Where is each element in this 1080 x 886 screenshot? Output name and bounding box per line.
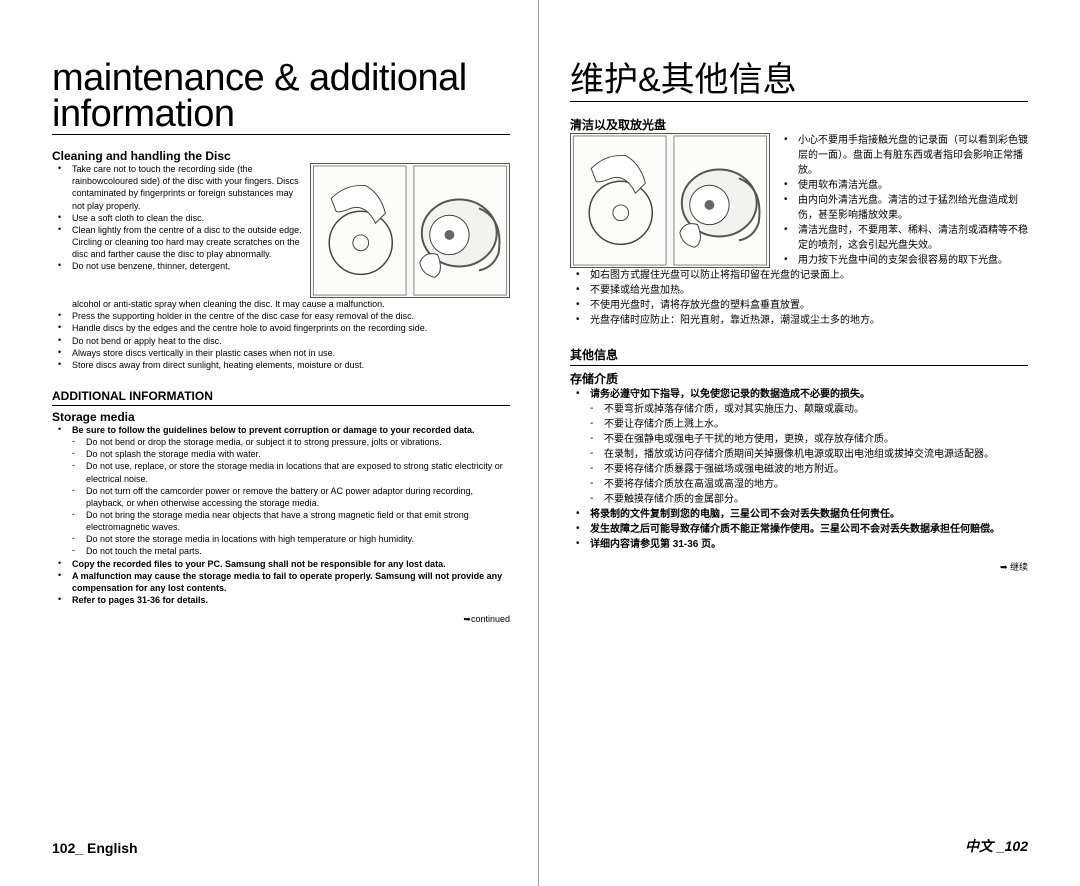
list-item: 如右图方式握住光盘可以防止将指印留在光盘的记录面上。 xyxy=(582,268,1028,283)
list-item: Do not touch the metal parts. xyxy=(78,545,510,557)
storage-list-en: Be sure to follow the guidelines below t… xyxy=(52,424,510,606)
additional-heading-en: ADDITIONAL INFORMATION xyxy=(52,389,510,406)
list-item: 不要揉或给光盘加热。 xyxy=(582,283,1028,298)
footer-en: 102_ English xyxy=(52,820,510,856)
list-item: 详细内容请参见第 31-36 页。 xyxy=(582,537,1028,552)
list-item: 不要弯折或掉落存储介质，或对其实施压力、颠簸或震动。 xyxy=(596,402,1028,417)
continued-zh: ➥ 继续 xyxy=(570,560,1028,573)
disc-illustration-zh xyxy=(570,133,770,268)
left-column: maintenance & additional information Cle… xyxy=(52,60,540,856)
list-item: Take care not to touch the recording sid… xyxy=(64,163,302,212)
list-item: 不要将存储介质暴露于强磁场或强电磁波的地方附近。 xyxy=(596,462,1028,477)
list-item: 光盘存储时应防止：阳光直射，靠近热源，潮湿或尘土多的地方。 xyxy=(582,313,1028,328)
page-title-en: maintenance & additional information xyxy=(52,60,510,135)
cleaning-heading-en: Cleaning and handling the Disc xyxy=(52,149,510,163)
cleaning-text-en: Take care not to touch the recording sid… xyxy=(52,163,302,298)
disc-illustration xyxy=(310,163,510,298)
list-item: 清洁光盘时，不要用苯、稀料、清洁剂或酒精等不稳定的喷剂，这会引起光盘失效。 xyxy=(790,223,1028,253)
continued-en: ➥continued xyxy=(52,614,510,625)
list-item: Do not bring the storage media near obje… xyxy=(78,509,510,533)
storage-list-zh: 请务必遵守如下指导，以免使您记录的数据造成不必要的损失。不要弯折或掉落存储介质，… xyxy=(570,387,1028,552)
page-title-zh: 维护&其他信息 xyxy=(570,60,1028,102)
list-item: 在录制，播放或访问存储介质期间关掉摄像机电源或取出电池组或拔掉交流电源适配器。 xyxy=(596,447,1028,462)
list-item: Do not use, replace, or store the storag… xyxy=(78,460,510,484)
cleaning-row-en: Take care not to touch the recording sid… xyxy=(52,163,510,298)
list-item: Use a soft cloth to clean the disc. xyxy=(64,212,302,224)
storage-heading-en: Storage media xyxy=(52,410,510,424)
list-item: Handle discs by the edges and the centre… xyxy=(64,322,510,334)
list-item: Do not bend or drop the storage media, o… xyxy=(78,436,510,448)
list-item: A malfunction may cause the storage medi… xyxy=(64,570,510,594)
list-item: Do not use benzene, thinner, detergent, xyxy=(64,260,302,272)
center-divider xyxy=(538,0,539,886)
list-item: 不要触摸存储介质的金属部分。 xyxy=(596,492,1028,507)
list-item: 请务必遵守如下指导，以免使您记录的数据造成不必要的损失。 xyxy=(582,387,1028,402)
list-item: Clean lightly from the centre of a disc … xyxy=(64,224,302,260)
cleaning-heading-zh: 清洁以及取放光盘 xyxy=(570,116,1028,133)
cleaning-text-zh: 小心不要用手指接触光盘的记录面（可以看到彩色镀层的一面）。盘面上有脏东西或者指印… xyxy=(778,133,1028,268)
list-item: 使用软布清洁光盘。 xyxy=(790,178,1028,193)
list-item: Do not bend or apply heat to the disc. xyxy=(64,335,510,347)
additional-heading-zh: 其他信息 xyxy=(570,346,1028,366)
cleaning-text-full-en: alcohol or anti-static spray when cleani… xyxy=(52,298,510,371)
list-item: Do not turn off the camcorder power or r… xyxy=(78,485,510,509)
list-item: alcohol or anti-static spray when cleani… xyxy=(64,298,510,310)
list-item: Always store discs vertically in their p… xyxy=(64,347,510,359)
cleaning-row-zh: 小心不要用手指接触光盘的记录面（可以看到彩色镀层的一面）。盘面上有脏东西或者指印… xyxy=(570,133,1028,268)
list-item: 小心不要用手指接触光盘的记录面（可以看到彩色镀层的一面）。盘面上有脏东西或者指印… xyxy=(790,133,1028,178)
list-item: Do not store the storage media in locati… xyxy=(78,533,510,545)
list-item: 将录制的文件复制到您的电脑，三星公司不会对丢失数据负任何责任。 xyxy=(582,507,1028,522)
list-item: 由内向外清洁光盘。清洁的过于猛烈给光盘造成划伤，甚至影响播放效果。 xyxy=(790,193,1028,223)
right-column: 维护&其他信息 清洁以及取放光盘 小心不要用 xyxy=(540,60,1028,856)
list-item: 发生故障之后可能导致存储介质不能正常操作使用。三星公司不会对丢失数据承担任何赔偿… xyxy=(582,522,1028,537)
list-item: 不要让存储介质上溅上水。 xyxy=(596,417,1028,432)
page-container: maintenance & additional information Cle… xyxy=(0,0,1080,886)
footer-zh: 中文 _102 xyxy=(570,816,1028,856)
list-item: 不使用光盘时，请将存放光盘的塑料盒垂直放置。 xyxy=(582,298,1028,313)
list-item: Do not splash the storage media with wat… xyxy=(78,448,510,460)
list-item: 不要在强静电或强电子干扰的地方使用，更换，或存放存储介质。 xyxy=(596,432,1028,447)
cleaning-text-full-zh: 如右图方式握住光盘可以防止将指印留在光盘的记录面上。 不要揉或给光盘加热。 不使… xyxy=(570,268,1028,328)
list-item: 用力按下光盘中间的支架会很容易的取下光盘。 xyxy=(790,253,1028,268)
list-item: Store discs away from direct sunlight, h… xyxy=(64,359,510,371)
storage-heading-zh: 存储介质 xyxy=(570,370,1028,387)
list-item: Refer to pages 31-36 for details. xyxy=(64,594,510,606)
list-item: Press the supporting holder in the centr… xyxy=(64,310,510,322)
list-item: Copy the recorded files to your PC. Sams… xyxy=(64,558,510,570)
list-item: 不要将存储介质放在高温或高湿的地方。 xyxy=(596,477,1028,492)
list-item: Be sure to follow the guidelines below t… xyxy=(64,424,510,436)
